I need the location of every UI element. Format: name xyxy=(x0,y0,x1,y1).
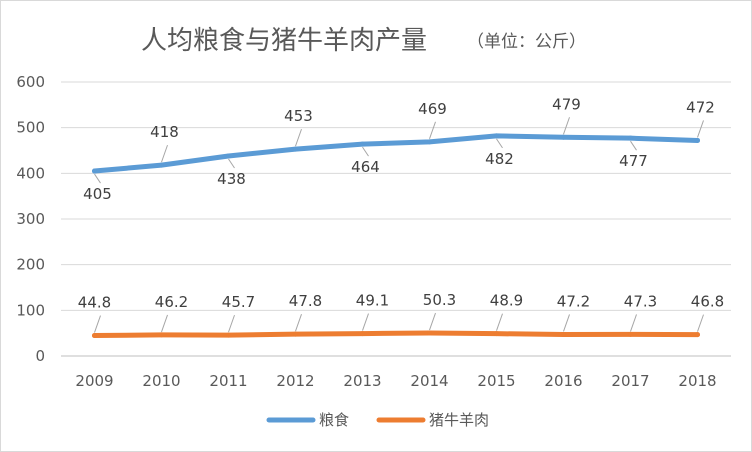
data-label: 477 xyxy=(619,152,648,170)
data-label: 48.9 xyxy=(490,292,523,310)
data-point xyxy=(628,331,633,337)
data-label: 479 xyxy=(552,95,581,113)
data-label: 50.3 xyxy=(423,291,456,309)
y-tick-label: 300 xyxy=(16,210,45,228)
y-tick-label: 100 xyxy=(16,301,45,319)
data-point xyxy=(695,137,700,143)
data-label: 46.2 xyxy=(155,293,188,311)
data-point xyxy=(293,331,298,337)
data-label-leader xyxy=(362,313,369,331)
data-label: 438 xyxy=(217,170,246,188)
data-point xyxy=(494,133,499,139)
data-label: 469 xyxy=(418,100,447,118)
data-point xyxy=(226,153,231,159)
data-point xyxy=(427,330,432,336)
data-point xyxy=(293,146,298,152)
y-tick-label: 0 xyxy=(35,347,45,365)
data-label: 45.7 xyxy=(222,293,255,311)
data-label: 453 xyxy=(284,107,313,125)
legend-item-meat[interactable]: 猪牛羊肉 xyxy=(376,411,489,429)
series-line-meat xyxy=(92,330,700,339)
x-tick-label: 2015 xyxy=(477,372,515,390)
data-label-leader xyxy=(295,128,302,147)
y-tick-label: 500 xyxy=(16,119,45,137)
y-tick-label: 400 xyxy=(16,164,45,182)
data-label-leader xyxy=(94,315,101,333)
chart-title: 人均粮食与猪牛羊肉产量 xyxy=(141,26,427,56)
data-point xyxy=(561,134,566,140)
series-lines xyxy=(92,133,700,339)
data-point xyxy=(159,162,164,168)
data-label-leader xyxy=(429,121,436,139)
x-tick-label: 2016 xyxy=(544,372,582,390)
data-label: 44.8 xyxy=(78,294,111,312)
x-tick-label: 2013 xyxy=(343,372,381,390)
chart-title-unit: （单位：公斤） xyxy=(467,32,586,52)
legend[interactable]: 粮食 猪牛羊肉 xyxy=(266,411,489,429)
data-label: 46.8 xyxy=(691,293,724,311)
data-point xyxy=(695,332,700,338)
legend-label: 粮食 xyxy=(319,411,349,429)
data-label-leader xyxy=(295,314,302,332)
data-label: 47.2 xyxy=(557,292,590,310)
data-label: 49.1 xyxy=(356,292,389,310)
x-tick-label: 2018 xyxy=(678,372,716,390)
data-point xyxy=(360,141,365,147)
data-label: 47.8 xyxy=(289,292,322,310)
x-axis-ticks: 2009 2010 2011 2012 2013 2014 2015 2016 2017 2018 xyxy=(75,372,716,390)
y-tick-label: 600 xyxy=(16,73,45,91)
x-tick-label: 2010 xyxy=(142,372,180,390)
data-point xyxy=(92,333,97,339)
data-label: 464 xyxy=(351,158,380,176)
data-label-leader xyxy=(496,138,503,149)
series-line-grain xyxy=(92,133,700,174)
data-label-leader xyxy=(630,314,637,332)
data-point xyxy=(561,331,566,337)
gridlines xyxy=(61,81,731,357)
data-label-leader xyxy=(161,144,168,163)
data-label-leader xyxy=(563,117,570,135)
data-label-leader xyxy=(697,120,704,138)
data-label: 405 xyxy=(83,185,112,203)
x-tick-label: 2009 xyxy=(75,372,113,390)
y-axis-ticks: 0 100 200 300 400 500 600 xyxy=(16,73,45,365)
data-label-leader xyxy=(697,314,704,332)
data-label: 482 xyxy=(485,150,514,168)
data-label-leader xyxy=(496,313,503,331)
data-point xyxy=(159,332,164,338)
data-label-leader xyxy=(630,140,637,151)
legend-label: 猪牛羊肉 xyxy=(429,411,489,429)
y-tick-label: 200 xyxy=(16,256,45,274)
data-label-leader xyxy=(563,314,570,332)
data-label: 472 xyxy=(686,98,715,116)
data-point xyxy=(494,331,499,337)
x-tick-label: 2017 xyxy=(611,372,649,390)
x-tick-label: 2012 xyxy=(276,372,314,390)
x-tick-label: 2014 xyxy=(410,372,448,390)
data-point xyxy=(360,331,365,337)
data-label-leader xyxy=(228,158,235,169)
data-label-leader xyxy=(161,314,168,333)
data-labels: 405 418 438 453 464 469 482 479 477 472 44.8 46.2 45… xyxy=(78,95,724,333)
data-point xyxy=(427,139,432,145)
legend-item-grain[interactable]: 粮食 xyxy=(266,411,349,429)
data-label-leader xyxy=(429,312,436,331)
data-label-leader xyxy=(362,146,369,157)
data-point xyxy=(92,168,97,174)
data-label: 47.3 xyxy=(624,292,657,310)
data-point xyxy=(628,135,633,141)
x-tick-label: 2011 xyxy=(209,372,247,390)
data-point xyxy=(226,332,231,338)
data-label-leader xyxy=(228,314,235,333)
data-label-leader xyxy=(94,173,101,184)
data-label: 418 xyxy=(150,123,179,141)
